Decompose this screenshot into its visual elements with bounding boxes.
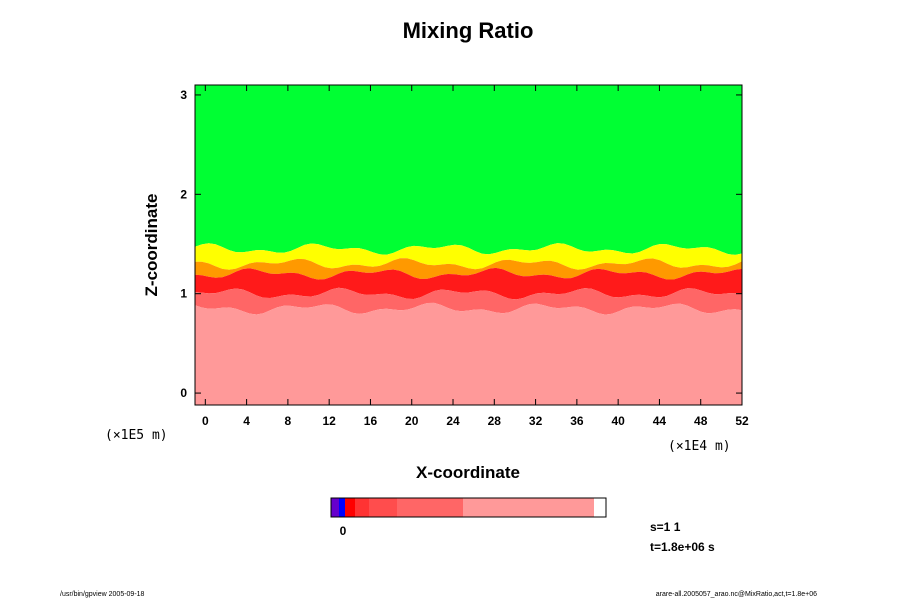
step-info: s=1 1 [650,520,681,534]
colorbar-frame [330,497,607,518]
colorbar-segment [463,498,594,517]
y-axis-ticks: 0 1 2 3 [180,88,742,400]
plot-frame [194,84,743,406]
x-tick-label: 12 [322,414,336,428]
plot-area [195,85,742,405]
colorbar-segment [355,498,369,517]
colorbar-segment [397,498,463,517]
x-tick-label: 24 [446,414,460,428]
heatmap-band-upper [195,85,742,255]
x-tick-label: 28 [488,414,502,428]
heatmap-band-red [195,267,742,300]
y-tick-label: 2 [180,187,187,201]
heatmap-band-lower [195,302,742,405]
x-tick-label: 48 [694,414,708,428]
y-tick-label: 1 [180,287,187,301]
heatmap-band-pink-red [195,287,742,315]
heatmap-band-orange [195,258,742,280]
x-tick-label: 44 [653,414,667,428]
x-tick-label: 0 [202,414,209,428]
x-tick-label: 32 [529,414,543,428]
colorbar [331,498,594,517]
colorbar-tick-label: 0 [340,524,347,538]
x-tick-label: 8 [285,414,292,428]
y-tick-label: 0 [180,386,187,400]
y-tick-label: 3 [180,88,187,102]
time-info: t=1.8e+06 s [650,540,715,554]
chart-title: Mixing Ratio [403,18,534,43]
x-tick-label: 52 [735,414,749,428]
x-tick-label: 4 [243,414,250,428]
y-scale-label: (×1E5 m) [105,428,168,443]
x-tick-label: 20 [405,414,419,428]
x-axis-ticks: 0 4 8 12 16 20 24 28 32 36 40 44 48 52 [202,85,749,428]
footer-left: /usr/bin/gpview 2005-09-18 [60,591,145,598]
x-scale-label: (×1E4 m) [668,439,731,454]
heatmap-band-yellow [195,243,742,270]
footer-right: arare-all.2005057_arao.nc@MixRatio,act,t… [656,591,817,598]
x-axis-label: X-coordinate [416,463,520,482]
colorbar-segment [369,498,397,517]
colorbar-segment [339,498,345,517]
x-tick-label: 40 [611,414,625,428]
x-tick-label: 36 [570,414,584,428]
x-tick-label: 16 [364,414,378,428]
y-axis-label: Z-coordinate [142,194,161,297]
colorbar-segment [345,498,355,517]
colorbar-segment [331,498,339,517]
